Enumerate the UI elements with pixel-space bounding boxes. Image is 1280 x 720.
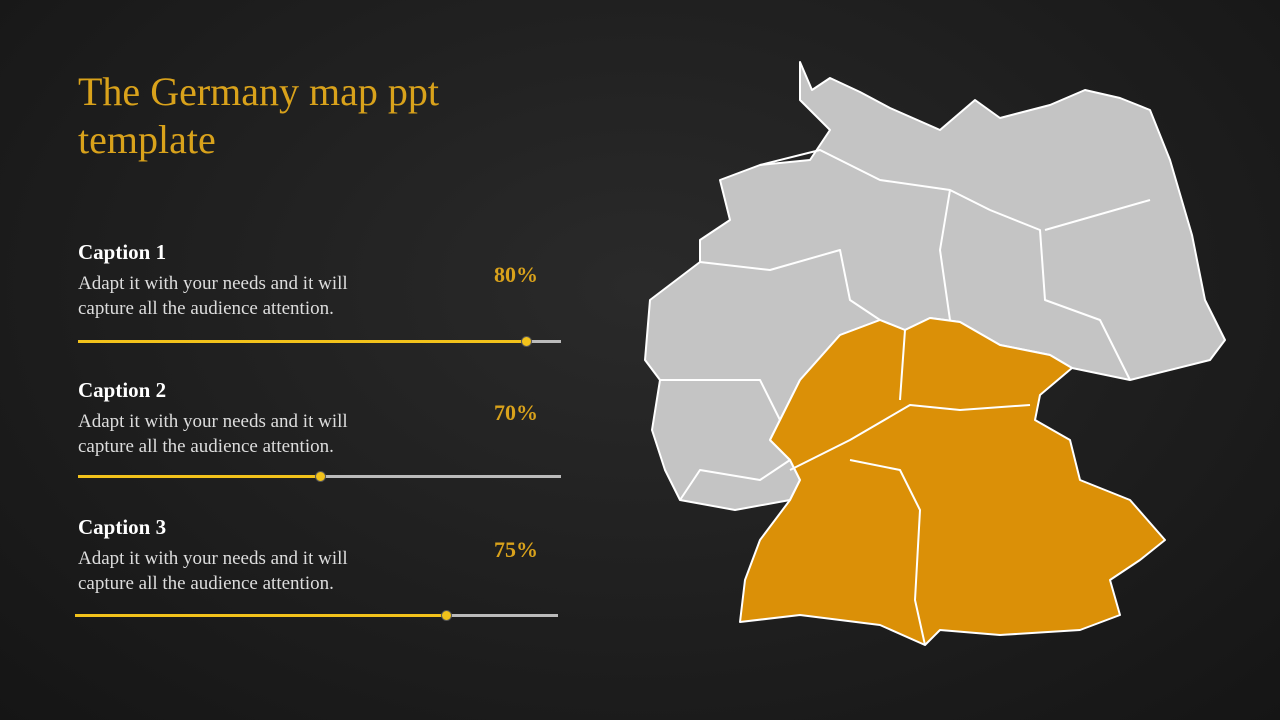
caption-value: 75% <box>494 537 538 562</box>
caption-title: Caption 1 <box>78 240 167 264</box>
slider-fill <box>75 614 446 617</box>
caption-value: 80% <box>494 262 538 287</box>
slider-fill <box>78 475 320 478</box>
slider-fill <box>78 340 526 343</box>
caption-value: 70% <box>494 400 538 425</box>
caption: Caption 1 Adapt it with your needs and i… <box>78 240 568 347</box>
slider-dot <box>521 336 532 347</box>
slider <box>78 336 561 347</box>
caption-title: Caption 2 <box>78 378 167 402</box>
slider <box>78 471 561 482</box>
slider-dot <box>441 610 452 621</box>
map-south <box>739 317 1166 646</box>
caption-text: Adapt it with your needs and it will cap… <box>78 411 348 457</box>
caption: Caption 3 Adapt it with your needs and i… <box>75 515 568 621</box>
caption-text: Adapt it with your needs and it will cap… <box>78 548 348 594</box>
title: The Germany map ppt template <box>78 69 439 162</box>
caption-title: Caption 3 <box>78 515 167 539</box>
slider-dot <box>315 471 326 482</box>
border-lines <box>660 149 1151 646</box>
slider <box>75 610 558 621</box>
caption: Caption 2 Adapt it with your needs and i… <box>78 378 568 482</box>
caption-text: Adapt it with your needs and it will cap… <box>78 273 348 319</box>
